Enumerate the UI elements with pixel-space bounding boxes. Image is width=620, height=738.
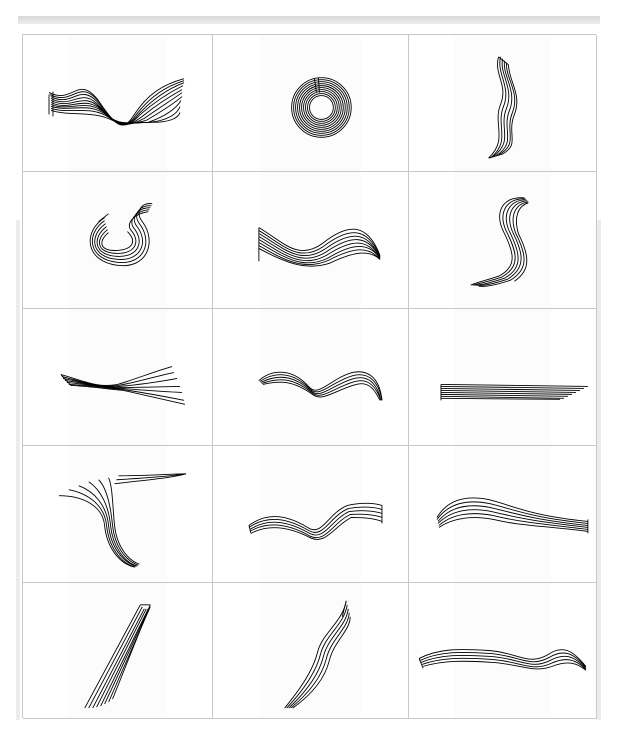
spiral-ring-brush-icon xyxy=(291,77,352,138)
tile-background xyxy=(259,583,362,718)
brush-gallery-grid xyxy=(22,34,597,719)
brush-tile-2[interactable] xyxy=(213,35,409,172)
tile-background xyxy=(259,309,362,445)
brush-tile-15[interactable] xyxy=(409,583,597,719)
double-wave-brush-icon xyxy=(258,371,383,401)
tile-background xyxy=(68,446,167,582)
straight-band-brush-icon xyxy=(440,383,588,401)
brush-tile-8[interactable] xyxy=(213,309,409,446)
right-edge-shadow xyxy=(597,220,601,720)
tapered-wave-brush-icon xyxy=(436,497,589,534)
flat-wave-band-brush-icon xyxy=(418,649,587,671)
tile-background xyxy=(259,172,362,308)
long-wave-ribbon-brush-icon xyxy=(248,502,383,540)
wave-ribbon-brush-icon xyxy=(258,227,381,267)
hook-curl-brush-icon xyxy=(89,203,153,267)
s-curve-brush-icon xyxy=(470,197,529,287)
tile-background xyxy=(453,172,552,308)
top-bar xyxy=(18,16,600,24)
brush-tile-14[interactable] xyxy=(213,583,409,719)
brush-tile-5[interactable] xyxy=(213,172,409,309)
tile-background xyxy=(453,583,552,718)
brush-tile-6[interactable] xyxy=(409,172,597,309)
brush-tile-12[interactable] xyxy=(409,446,597,583)
brush-tile-13[interactable] xyxy=(23,583,213,719)
tile-background xyxy=(453,35,552,171)
brush-tile-11[interactable] xyxy=(213,446,409,583)
left-edge-shadow xyxy=(16,220,20,720)
brush-tile-9[interactable] xyxy=(409,309,597,446)
diagonal-fan-brush-icon xyxy=(84,604,151,709)
brush-tile-3[interactable] xyxy=(409,35,597,172)
tile-background xyxy=(68,309,167,445)
fan-sweep-brush-icon xyxy=(58,473,187,568)
brush-tile-4[interactable] xyxy=(23,172,213,309)
twisted-ribbon-brush-icon xyxy=(48,78,185,126)
brush-tile-1[interactable] xyxy=(23,35,213,172)
tile-background xyxy=(453,309,552,445)
tile-background xyxy=(68,172,167,308)
brush-tile-10[interactable] xyxy=(23,446,213,583)
vertical-twist-brush-icon xyxy=(488,56,518,159)
brush-tile-7[interactable] xyxy=(23,309,213,446)
rising-streak-brush-icon xyxy=(284,600,351,709)
flat-twist-brush-icon xyxy=(60,366,186,405)
